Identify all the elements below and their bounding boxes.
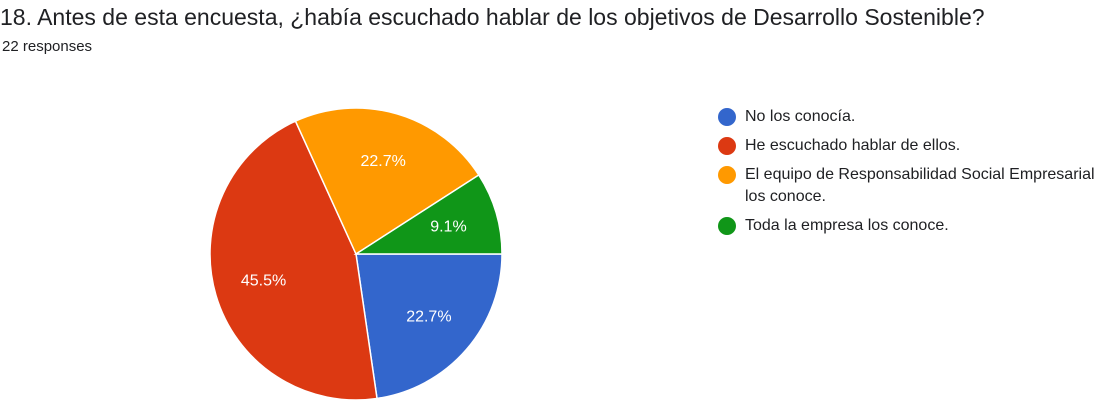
label-no-los-conocia: 22.7% <box>406 309 451 326</box>
legend-label: No los conocía. <box>745 108 856 125</box>
legend-swatch <box>718 217 736 235</box>
legend-swatch <box>718 108 736 126</box>
slice-no-los-conocia[interactable] <box>355 253 503 400</box>
legend-item-no-los-conocia[interactable]: No los conocía. <box>718 106 1098 128</box>
chart-legend: No los conocía. He escuchado hablar de e… <box>718 106 1098 244</box>
pie-labels: 22.7% 45.5% 22.7% 9.1% <box>241 153 467 325</box>
slice-he-escuchado[interactable] <box>209 120 378 401</box>
slice-equipo-rse[interactable] <box>294 107 480 256</box>
legend-swatch <box>718 137 736 155</box>
label-equipo-rse: 22.7% <box>360 153 405 170</box>
question-title: 18. Antes de esta encuesta, ¿había escuc… <box>0 4 985 30</box>
legend-label: He escuchado hablar de ellos. <box>745 137 961 154</box>
legend-swatch <box>718 166 736 184</box>
response-count: 22 responses <box>2 38 93 55</box>
slice-toda-la-empresa[interactable] <box>353 173 503 255</box>
legend-item-equipo-rse[interactable]: El equipo de Responsabilidad Social Empr… <box>718 164 1098 208</box>
legend-label: Toda la empresa los conoce. <box>745 217 949 234</box>
label-he-escuchado: 45.5% <box>241 273 286 290</box>
pie-slices <box>209 107 503 401</box>
legend-label: El equipo de Responsabilidad Social Empr… <box>745 166 1095 205</box>
label-toda-la-empresa: 9.1% <box>430 218 466 235</box>
legend-item-he-escuchado[interactable]: He escuchado hablar de ellos. <box>718 135 1098 157</box>
legend-item-toda-la-empresa[interactable]: Toda la empresa los conoce. <box>718 215 1098 237</box>
